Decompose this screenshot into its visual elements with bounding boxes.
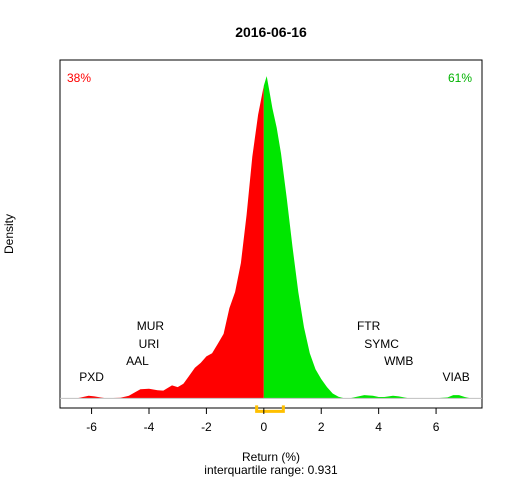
ticker-label-wmb: WMB — [384, 354, 413, 368]
ticker-labels: PXD AAL URI MUR FTR SYMC WMB VIAB — [79, 319, 470, 384]
chart-title: 2016-06-16 — [235, 24, 307, 40]
positive-return-area — [263, 76, 477, 399]
x-axis-subtitle: interquartile range: 0.931 — [204, 463, 338, 477]
x-tick-label: -4 — [144, 420, 155, 434]
iqr-bracket-mark — [255, 405, 285, 413]
x-tick-label: 6 — [433, 420, 440, 434]
x-tick-label: -2 — [201, 420, 212, 434]
x-tick-label: 0 — [260, 420, 267, 434]
density-fills — [77, 76, 477, 399]
negative-return-area — [77, 85, 264, 399]
x-tick-label: -6 — [86, 420, 97, 434]
ticker-label-uri: URI — [139, 337, 160, 351]
x-tick-label: 4 — [375, 420, 382, 434]
ticker-label-aal: AAL — [126, 354, 149, 368]
ticker-label-viab: VIAB — [442, 370, 469, 384]
ticker-label-ftr: FTR — [357, 319, 381, 333]
x-tick-label: 2 — [318, 420, 325, 434]
ticker-label-mur: MUR — [137, 319, 165, 333]
iqr-bracket — [255, 405, 285, 413]
y-axis-label: Density — [2, 214, 16, 254]
ticker-label-pxd: PXD — [79, 370, 104, 384]
ticker-label-symc: SYMC — [364, 337, 399, 351]
x-axis: -6 -4 -2 0 2 4 6 — [86, 408, 440, 434]
x-axis-label: Return (%) — [242, 450, 300, 464]
plot-frame — [59, 59, 483, 409]
pct-negative-label: 38% — [67, 71, 91, 85]
pct-positive-label: 61% — [448, 71, 472, 85]
